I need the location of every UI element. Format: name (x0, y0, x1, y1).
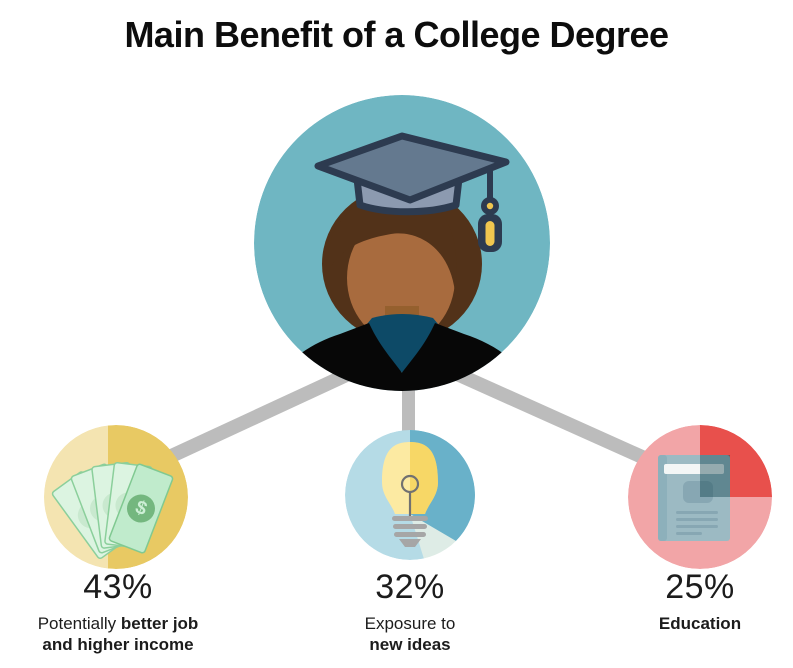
connector-middle (402, 380, 415, 440)
hair-fringe (326, 195, 457, 292)
stat-better-job: 43% Potentially better job and higher in… (13, 568, 223, 655)
education-circle (628, 425, 772, 569)
cap-board (314, 132, 510, 204)
stat-new-ideas: 32% Exposure to new ideas (305, 568, 515, 655)
page-title: Main Benefit of a College Degree (124, 14, 669, 55)
stat-label: Education (658, 614, 742, 633)
grad-cap-icon (314, 132, 510, 252)
book-quarter-shade (700, 455, 730, 497)
turtleneck (356, 314, 449, 373)
stat-label: Exposure to new ideas (364, 614, 456, 655)
percent-value: 25% (665, 568, 735, 606)
face (347, 214, 455, 342)
tassel (478, 166, 502, 252)
book-label (683, 481, 713, 503)
money-circle: $ (44, 425, 188, 569)
lightbulb-icon (382, 442, 438, 547)
book-stripe (664, 464, 724, 474)
stat-education: 25% Education (607, 568, 793, 634)
idea-circle (345, 430, 475, 560)
percent-value: 32% (375, 568, 445, 606)
percent-value: 43% (83, 568, 153, 606)
book-icon (658, 455, 730, 541)
stat-label: Potentially better job and higher income (37, 614, 199, 655)
money-fan-icon: $ (51, 461, 174, 560)
front-bill: $ (108, 463, 174, 554)
book-spine (658, 455, 667, 541)
